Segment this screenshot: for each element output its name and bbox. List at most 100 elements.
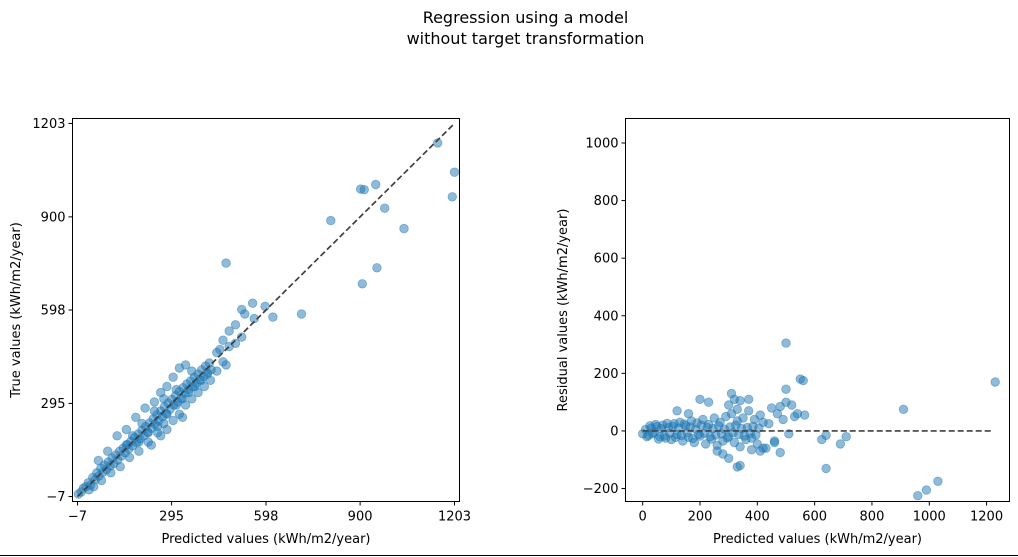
plot-2-x-axis-label: Predicted values (kWh/m2/year) (713, 532, 922, 547)
plot-2-x-tick-label: 800 (860, 510, 885, 525)
data-point (898, 404, 909, 415)
plot-2-y-tick-label: 600 (594, 252, 619, 267)
data-point (168, 415, 178, 426)
plot-1-x-axis-label: Predicted values (kWh/m2/year) (161, 532, 370, 547)
plot-2-y-axis-label: Residual values (kWh/m2/year) (556, 209, 571, 412)
data-point (93, 455, 104, 466)
data-point (703, 397, 714, 407)
data-point (990, 377, 1000, 387)
data-point (124, 452, 135, 463)
data-point (134, 437, 144, 447)
plot-1-x-tick-label: 1203 (438, 510, 471, 525)
data-point (835, 439, 846, 449)
data-point (190, 381, 200, 392)
data-point (212, 347, 222, 358)
data-point (744, 406, 754, 416)
data-point (230, 320, 241, 330)
data-point (695, 394, 705, 405)
plot-2-x-tick-label: 1200 (970, 510, 1003, 525)
data-point (218, 335, 228, 345)
plot-2-y-tick-label: 0 (610, 424, 618, 439)
data-point (146, 440, 157, 450)
data-point (433, 138, 443, 148)
data-point (798, 375, 808, 386)
data-point (155, 431, 166, 441)
data-point (149, 397, 160, 407)
data-point (115, 462, 125, 472)
data-point (127, 431, 138, 441)
data-point (152, 421, 163, 432)
data-point (221, 258, 231, 268)
data-point (449, 167, 460, 177)
data-point (913, 491, 923, 501)
data-point (224, 326, 234, 336)
data-point (380, 203, 390, 213)
data-point (296, 309, 307, 319)
data-point (121, 440, 132, 450)
plot-2-y-tick-label: −200 (583, 482, 619, 497)
data-point (236, 304, 247, 315)
data-point (787, 400, 797, 410)
plot-2-x-tick-label: 200 (688, 510, 713, 525)
data-point (821, 430, 831, 441)
data-point (735, 442, 745, 452)
data-point (722, 433, 732, 443)
data-point (162, 409, 172, 419)
figure-title-line-2: without target transformation (406, 29, 645, 48)
data-point (933, 476, 943, 487)
data-point (672, 406, 682, 416)
data-point (236, 332, 247, 342)
plot-1-y-tick-label: −7 (46, 490, 65, 505)
plot-2-x-tick-label: 1000 (913, 510, 946, 525)
plot-2-y-tick-label: 800 (594, 194, 619, 209)
plot-1-reference-line (76, 122, 456, 498)
data-point (724, 400, 734, 410)
plot-1-x-tick-label: 900 (348, 510, 373, 525)
figure-title-line-1: Regression using a model (422, 8, 629, 27)
data-point (372, 263, 382, 273)
plot-2-x-tick-label: 600 (802, 510, 827, 525)
plot-2-x-tick-label: 400 (745, 510, 770, 525)
data-point (106, 468, 116, 478)
data-point (755, 446, 765, 456)
data-point (746, 445, 757, 455)
plot-1-x-tick-label: 295 (159, 510, 184, 525)
data-point (159, 394, 169, 404)
data-point (371, 179, 381, 190)
data-point (357, 279, 368, 289)
data-point (183, 387, 194, 398)
data-point (143, 428, 153, 438)
data-point (260, 301, 270, 312)
plot-2-x-tick-label: 0 (639, 510, 647, 525)
plot-1-y-tick-label: 295 (41, 397, 66, 412)
data-point (112, 431, 122, 441)
data-point (134, 446, 144, 456)
data-point (735, 460, 745, 471)
data-point (778, 414, 788, 425)
data-point (921, 485, 932, 495)
data-point (744, 394, 754, 405)
data-point (121, 424, 132, 435)
data-point (171, 400, 182, 410)
data-point (738, 413, 748, 423)
plot-1-y-axis-label: True values (kWh/m2/year) (9, 222, 24, 399)
data-point (247, 298, 258, 308)
plot-2-frame (625, 118, 1010, 502)
data-point (202, 369, 213, 379)
data-point (168, 372, 178, 382)
data-point (171, 384, 182, 395)
data-point (769, 437, 780, 448)
plot-2-points (638, 338, 1000, 501)
data-point (96, 475, 107, 486)
plot-2-y-tick-label: 200 (594, 367, 619, 382)
plot-1-x-tick-label: −7 (68, 510, 87, 525)
data-point (326, 215, 336, 226)
plot-1-y-tick-label: 900 (41, 210, 66, 225)
plot-1-group: −7 295 598 900 1203 −7 295 598 900 1203 Predicted … (9, 117, 471, 547)
plot-2-group: 0 200 400 600 800 1000 1200 −200 0 200 400 600 800 10… (556, 118, 1010, 547)
data-point (735, 396, 745, 406)
data-point (180, 360, 191, 370)
data-point (712, 446, 722, 456)
